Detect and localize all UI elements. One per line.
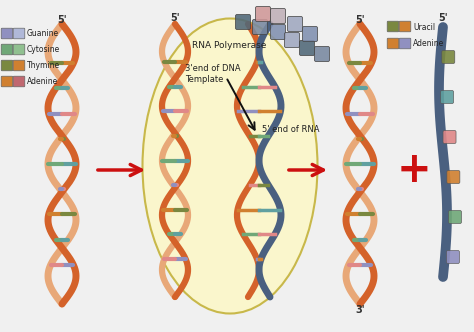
FancyBboxPatch shape bbox=[288, 17, 302, 32]
FancyBboxPatch shape bbox=[271, 25, 285, 40]
Text: Guanine: Guanine bbox=[27, 30, 59, 39]
FancyBboxPatch shape bbox=[448, 210, 462, 223]
FancyBboxPatch shape bbox=[1, 60, 13, 71]
FancyBboxPatch shape bbox=[440, 91, 454, 104]
FancyBboxPatch shape bbox=[1, 44, 13, 55]
Text: 5' end of RNA: 5' end of RNA bbox=[262, 125, 319, 134]
FancyBboxPatch shape bbox=[447, 251, 459, 264]
Text: 3': 3' bbox=[355, 305, 365, 315]
Text: 5': 5' bbox=[57, 15, 67, 25]
FancyBboxPatch shape bbox=[1, 28, 13, 39]
Text: +: + bbox=[397, 149, 431, 191]
FancyBboxPatch shape bbox=[443, 130, 456, 143]
FancyBboxPatch shape bbox=[447, 171, 460, 184]
Text: 5': 5' bbox=[438, 13, 448, 23]
FancyBboxPatch shape bbox=[1, 76, 13, 87]
FancyBboxPatch shape bbox=[315, 46, 329, 61]
FancyBboxPatch shape bbox=[387, 21, 399, 32]
Text: 5': 5' bbox=[355, 15, 365, 25]
FancyBboxPatch shape bbox=[13, 60, 25, 71]
Text: Adenine: Adenine bbox=[27, 77, 58, 87]
FancyBboxPatch shape bbox=[255, 7, 271, 22]
FancyBboxPatch shape bbox=[300, 41, 315, 55]
FancyBboxPatch shape bbox=[387, 38, 399, 49]
FancyBboxPatch shape bbox=[399, 21, 411, 32]
FancyBboxPatch shape bbox=[253, 20, 267, 35]
FancyBboxPatch shape bbox=[399, 38, 411, 49]
Text: Adenine: Adenine bbox=[413, 40, 444, 48]
Text: 5': 5' bbox=[170, 13, 180, 23]
FancyBboxPatch shape bbox=[13, 28, 25, 39]
Ellipse shape bbox=[143, 19, 318, 313]
Text: 3'end of DNA
Template: 3'end of DNA Template bbox=[185, 64, 241, 84]
Text: Thymine: Thymine bbox=[27, 61, 60, 70]
FancyBboxPatch shape bbox=[236, 15, 250, 30]
Text: RNA Polymerase: RNA Polymerase bbox=[192, 42, 266, 50]
FancyBboxPatch shape bbox=[284, 33, 300, 47]
FancyBboxPatch shape bbox=[13, 44, 25, 55]
Text: Cytosine: Cytosine bbox=[27, 45, 60, 54]
Text: Uracil: Uracil bbox=[413, 23, 435, 32]
FancyBboxPatch shape bbox=[302, 27, 318, 42]
FancyBboxPatch shape bbox=[442, 50, 455, 63]
FancyBboxPatch shape bbox=[13, 76, 25, 87]
FancyBboxPatch shape bbox=[271, 9, 285, 24]
